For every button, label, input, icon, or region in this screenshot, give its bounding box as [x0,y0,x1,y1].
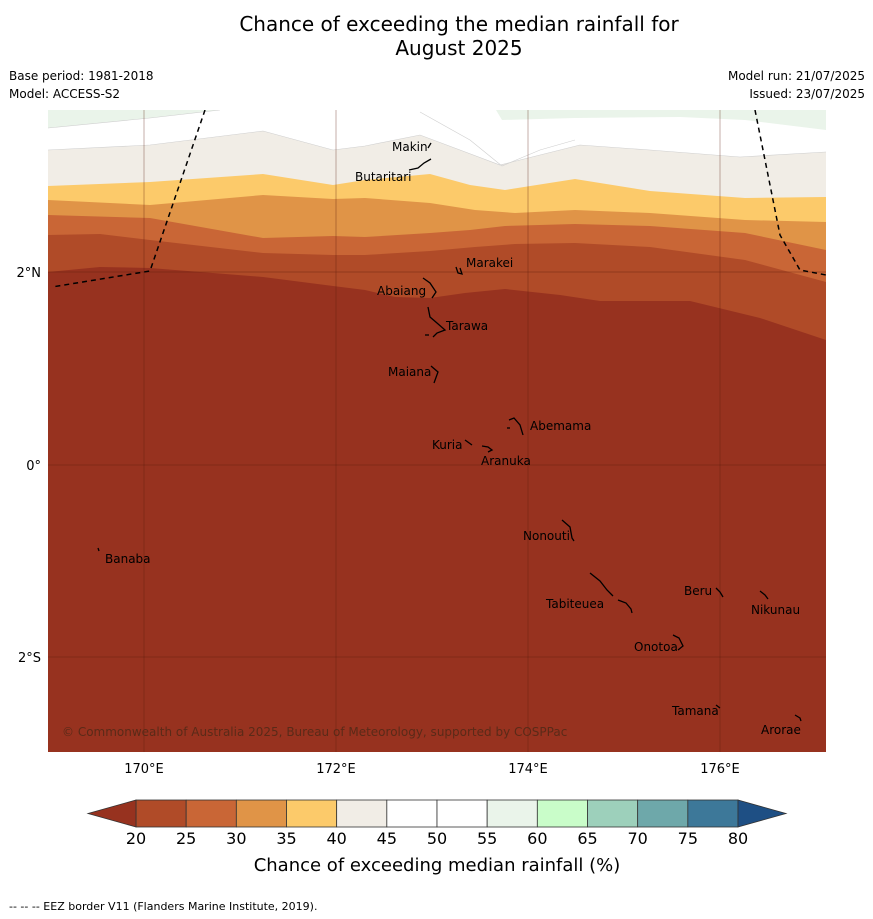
island-label: Onotoa [634,640,678,654]
island-label: Kuria [432,438,463,452]
island-label: Beru [684,584,712,598]
island-label: Arorae [761,723,801,737]
island-label: Tamana [671,704,719,718]
title-line-2: August 2025 [395,36,523,60]
lon-label: 170°E [124,762,164,777]
copyright-notice: © Commonwealth of Australia 2025, Bureau… [62,725,567,739]
island-label: Marakei [466,256,513,270]
lat-label: 2°N [17,266,42,281]
colorbar-tick: 65 [577,829,597,848]
lat-label: 2°S [18,651,41,666]
colorbar-box [687,799,739,828]
colorbar-tick-labels: 20 25 30 35 40 45 50 55 60 65 70 75 80 [126,829,748,848]
rainfall-contours [48,110,826,752]
band-below-20 [48,267,826,752]
island-label: Butaritari [355,170,412,184]
colorbar-box [587,799,639,828]
colorbar-box [135,799,187,828]
colorbar-box [637,799,689,828]
contour-lines [48,110,826,167]
issued-date: Issued: 23/07/2025 [749,87,865,101]
colorbar-tick: 60 [527,829,547,848]
chart-title: Chance of exceeding the median rainfall … [0,12,873,60]
lon-label: 174°E [508,762,548,777]
colorbar-low-arrow [86,799,137,828]
colorbar-tick: 50 [427,829,447,848]
eez-border [51,110,826,288]
title-line-1: Chance of exceeding the median rainfall … [239,12,679,36]
colorbar-box [536,799,588,828]
colorbar-tick: 75 [678,829,698,848]
colorbar-tick: 70 [627,829,647,848]
island-label: Banaba [105,552,151,566]
colorbar-tick: 45 [377,829,397,848]
map: Makin Butaritari Marakei Abaiang Tarawa … [17,110,826,777]
island-label: Aranuka [481,454,531,468]
colorbar: 20 25 30 35 40 45 50 55 60 65 70 75 80 Chance of exc… [86,799,788,876]
colorbar-box [185,799,237,828]
model-name: Model: ACCESS-S2 [9,87,121,101]
colorbar-label: Chance of exceeding median rainfall (%) [254,855,621,876]
meta-left: Base period: 1981-2018 Model: ACCESS-S2 [9,67,154,103]
colorbar-box [336,799,388,828]
band-55-60-right [496,110,826,130]
island-label: Tabiteuea [545,597,604,611]
island-label: Tarawa [445,319,488,333]
axis-labels: 170°E 172°E 174°E 176°E 2°N 0° 2°S [17,266,740,777]
colorbar-box [235,799,287,828]
footnote: -- -- -- EEZ border V11 (Flanders Marine… [9,900,318,913]
colorbar-tick: 35 [276,829,296,848]
lon-label: 176°E [700,762,740,777]
graticule [48,110,826,752]
model-run: Model run: 21/07/2025 [727,69,865,83]
island-label: Abaiang [377,284,426,298]
island-label: Makin [392,140,428,154]
colorbar-tick: 80 [728,829,748,848]
lat-label: 0° [26,459,41,474]
lon-label: 172°E [316,762,356,777]
colorbar-tick: 25 [176,829,196,848]
base-period: Base period: 1981-2018 [9,69,154,83]
colorbar-tick: 30 [226,829,246,848]
island-label: Abemama [530,419,591,433]
island-outlines [97,142,802,722]
colorbar-tick: 40 [326,829,346,848]
colorbar-box [386,799,438,828]
island-labels: Makin Butaritari Marakei Abaiang Tarawa … [105,140,801,737]
colorbar-box [486,799,538,828]
colorbar-box [286,799,338,828]
colorbar-tick: 20 [126,829,146,848]
colorbar-tick: 55 [477,829,497,848]
colorbar-high-arrow [737,799,788,828]
island-label: Nonouti [523,529,570,543]
meta-right: Model run: 21/07/2025 Issued: 23/07/2025 [728,67,865,103]
colorbar-boxes [135,799,739,828]
island-label: Nikunau [751,603,800,617]
colorbar-box [436,799,488,828]
island-label: Maiana [388,365,431,379]
